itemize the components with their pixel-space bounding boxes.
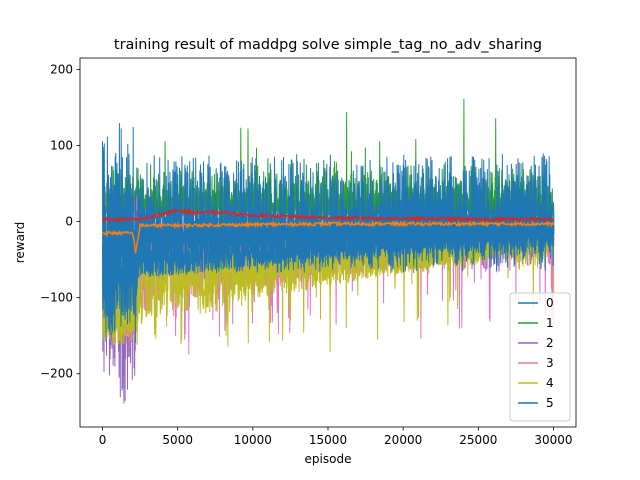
chart-title: training result of maddpg solve simple_t… <box>114 37 542 53</box>
x-tick-label: 10000 <box>234 433 272 447</box>
y-tick-label: −200 <box>40 367 73 381</box>
axes-layer: 0 5000 10000 15000 20000 25000 30000 −200 −100 0 1… <box>40 57 577 447</box>
x-tick-label: 0 <box>99 433 107 447</box>
legend-box <box>509 292 571 422</box>
legend-label-5: 5 <box>546 396 554 410</box>
orange-mean-line <box>101 219 555 254</box>
legend-label-1: 1 <box>546 316 554 330</box>
legend-label-2: 2 <box>546 336 554 350</box>
legend-label-3: 3 <box>546 356 554 370</box>
x-axis-label: episode <box>305 452 352 466</box>
y-tick-label: 0 <box>65 215 73 229</box>
y-tick-label: 100 <box>50 138 73 152</box>
x-tick-label: 25000 <box>459 433 497 447</box>
y-tick-label: 200 <box>50 62 73 76</box>
x-tick-label: 20000 <box>384 433 422 447</box>
series-layer <box>101 98 555 404</box>
legend-label-0: 0 <box>546 296 554 310</box>
series-5-line <box>102 186 555 344</box>
legend: 0 1 2 3 4 5 <box>509 292 571 422</box>
legend-label-4: 4 <box>546 376 554 390</box>
red-mean-line <box>101 207 554 224</box>
x-tick-label: 5000 <box>162 433 193 447</box>
y-tick-label: −100 <box>40 291 73 305</box>
x-tick-label: 30000 <box>534 433 572 447</box>
series-0-line <box>102 122 555 327</box>
y-axis-label: reward <box>13 222 27 264</box>
x-tick-label: 15000 <box>309 433 347 447</box>
